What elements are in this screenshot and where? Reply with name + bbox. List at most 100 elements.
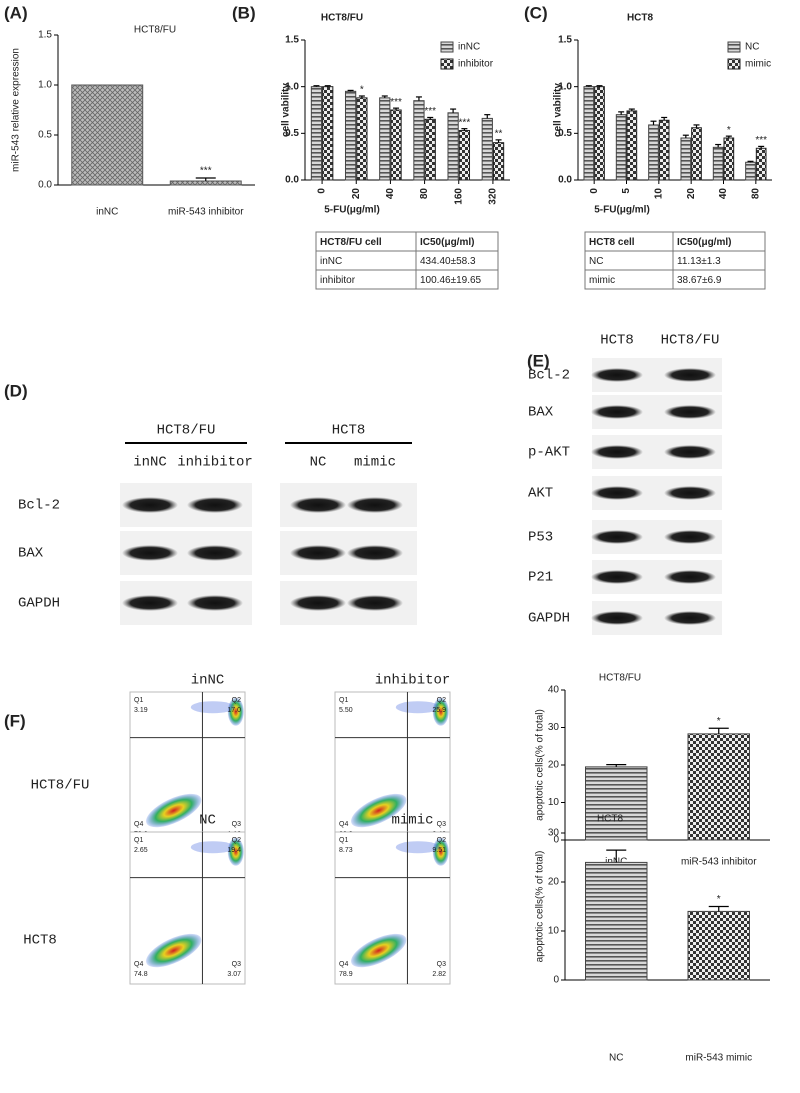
- y-tick-label: 30: [548, 722, 560, 733]
- blot-group-label: HCT8/FU: [157, 423, 216, 439]
- bar: [755, 147, 767, 181]
- quadrant-value: 74.8: [134, 971, 148, 978]
- bar: [680, 137, 692, 181]
- y-axis-label: cell vability: [553, 83, 564, 137]
- bar: [583, 86, 595, 181]
- bar: [390, 109, 402, 181]
- legend-label: inhibitor: [458, 59, 494, 70]
- table-text: 38.67±6.9: [677, 275, 722, 286]
- bar: [492, 142, 505, 181]
- significance: ***: [390, 97, 402, 108]
- y-tick-label: 0.0: [285, 175, 299, 186]
- bar: [447, 112, 459, 181]
- x-tick-label: miR-543 inhibitor: [168, 207, 244, 218]
- blot-band: [591, 570, 643, 584]
- panel-label: (C): [524, 3, 548, 22]
- significance: ***: [424, 106, 436, 117]
- y-tick-label: 10: [548, 797, 560, 808]
- panel-label: (D): [4, 381, 28, 400]
- error-bar: [393, 107, 400, 110]
- error-bar: [693, 124, 700, 128]
- bar: [481, 117, 493, 181]
- error-bar: [324, 85, 331, 87]
- cell-population: [146, 933, 202, 968]
- error-bar: [747, 160, 754, 163]
- table-header: IC50(μg/ml): [677, 237, 731, 248]
- blot-row-label: P53: [528, 530, 553, 546]
- chart-title: HCT8/FU: [321, 13, 363, 24]
- blot-band: [290, 545, 346, 561]
- blot-row-label: P21: [528, 570, 553, 586]
- error-bar: [381, 95, 388, 98]
- y-tick-label: 0: [553, 835, 559, 846]
- x-axis-label: 5-FU(μg/ml): [324, 205, 380, 216]
- quadrant-name: Q2: [232, 697, 241, 704]
- flow-title: NC: [199, 813, 216, 829]
- bar: [356, 97, 368, 181]
- bar: [379, 97, 391, 181]
- bar: [585, 861, 648, 981]
- bar: [413, 100, 425, 181]
- blot-band: [664, 368, 716, 382]
- x-tick-label: 0: [589, 188, 600, 194]
- cell-population: [146, 793, 202, 828]
- bar: [594, 86, 605, 181]
- quadrant-value: 19.4: [227, 847, 241, 854]
- chart-title: HCT8: [597, 814, 624, 825]
- blot-group-label: HCT8: [332, 423, 366, 439]
- error-bar: [313, 85, 320, 87]
- quadrant-value: 17.0: [227, 707, 241, 714]
- table-text: mimic: [589, 275, 615, 286]
- legend-label: inNC: [458, 42, 480, 53]
- quadrant-value: 2.65: [134, 847, 148, 854]
- blot-band: [664, 445, 716, 459]
- blot-band: [290, 497, 346, 513]
- error-bar: [495, 139, 502, 143]
- cell-population: [395, 841, 440, 854]
- error-bar: [358, 95, 365, 98]
- legend-swatch: [440, 58, 454, 70]
- x-tick-label: miR-543 mimic: [685, 1053, 752, 1064]
- x-tick-label: 20: [686, 188, 697, 200]
- error-bar: [484, 114, 491, 119]
- cell-population: [351, 793, 407, 828]
- y-tick-label: 1.0: [38, 80, 52, 91]
- table-text: inhibitor: [320, 275, 356, 286]
- quadrant-name: Q2: [232, 837, 241, 844]
- blot-band: [591, 405, 643, 419]
- y-tick-label: 10: [548, 926, 560, 937]
- x-axis-label: 5-FU(μg/ml): [594, 205, 650, 216]
- blot-column-label: HCT8/FU: [661, 333, 720, 349]
- blot-band: [122, 545, 178, 561]
- significance: *: [717, 894, 721, 905]
- blot-row-label: Bcl-2: [528, 368, 570, 384]
- lane-label: inhibitor: [177, 455, 253, 471]
- x-tick-label: 80: [750, 188, 761, 200]
- bar: [687, 733, 750, 841]
- error-bar: [585, 85, 592, 87]
- legend-label: NC: [745, 42, 759, 53]
- x-tick-label: 0: [317, 188, 328, 194]
- quadrant-name: Q2: [437, 697, 446, 704]
- table-text: NC: [589, 256, 603, 267]
- y-tick-label: 1.0: [285, 81, 299, 92]
- table-cell: [672, 269, 766, 290]
- quadrant-name: Q1: [339, 837, 348, 844]
- blot-band: [347, 497, 403, 513]
- cell-population: [351, 933, 407, 968]
- blot-row-label: AKT: [528, 486, 553, 502]
- y-tick-label: 40: [548, 685, 560, 696]
- error-bar: [708, 905, 729, 912]
- panel-label: (B): [232, 3, 256, 22]
- quadrant-value: 5.50: [339, 707, 353, 714]
- legend-swatch: [727, 41, 741, 53]
- legend-swatch: [727, 58, 741, 70]
- blot-row-label: BAX: [528, 405, 554, 421]
- error-bar: [758, 145, 765, 149]
- error-bar: [725, 135, 732, 138]
- blot-column-label: HCT8: [600, 333, 634, 349]
- table-header: HCT8 cell: [589, 237, 635, 248]
- blot-row-label: GAPDH: [528, 611, 570, 627]
- error-bar: [450, 108, 457, 113]
- x-tick-label: 40: [718, 188, 729, 200]
